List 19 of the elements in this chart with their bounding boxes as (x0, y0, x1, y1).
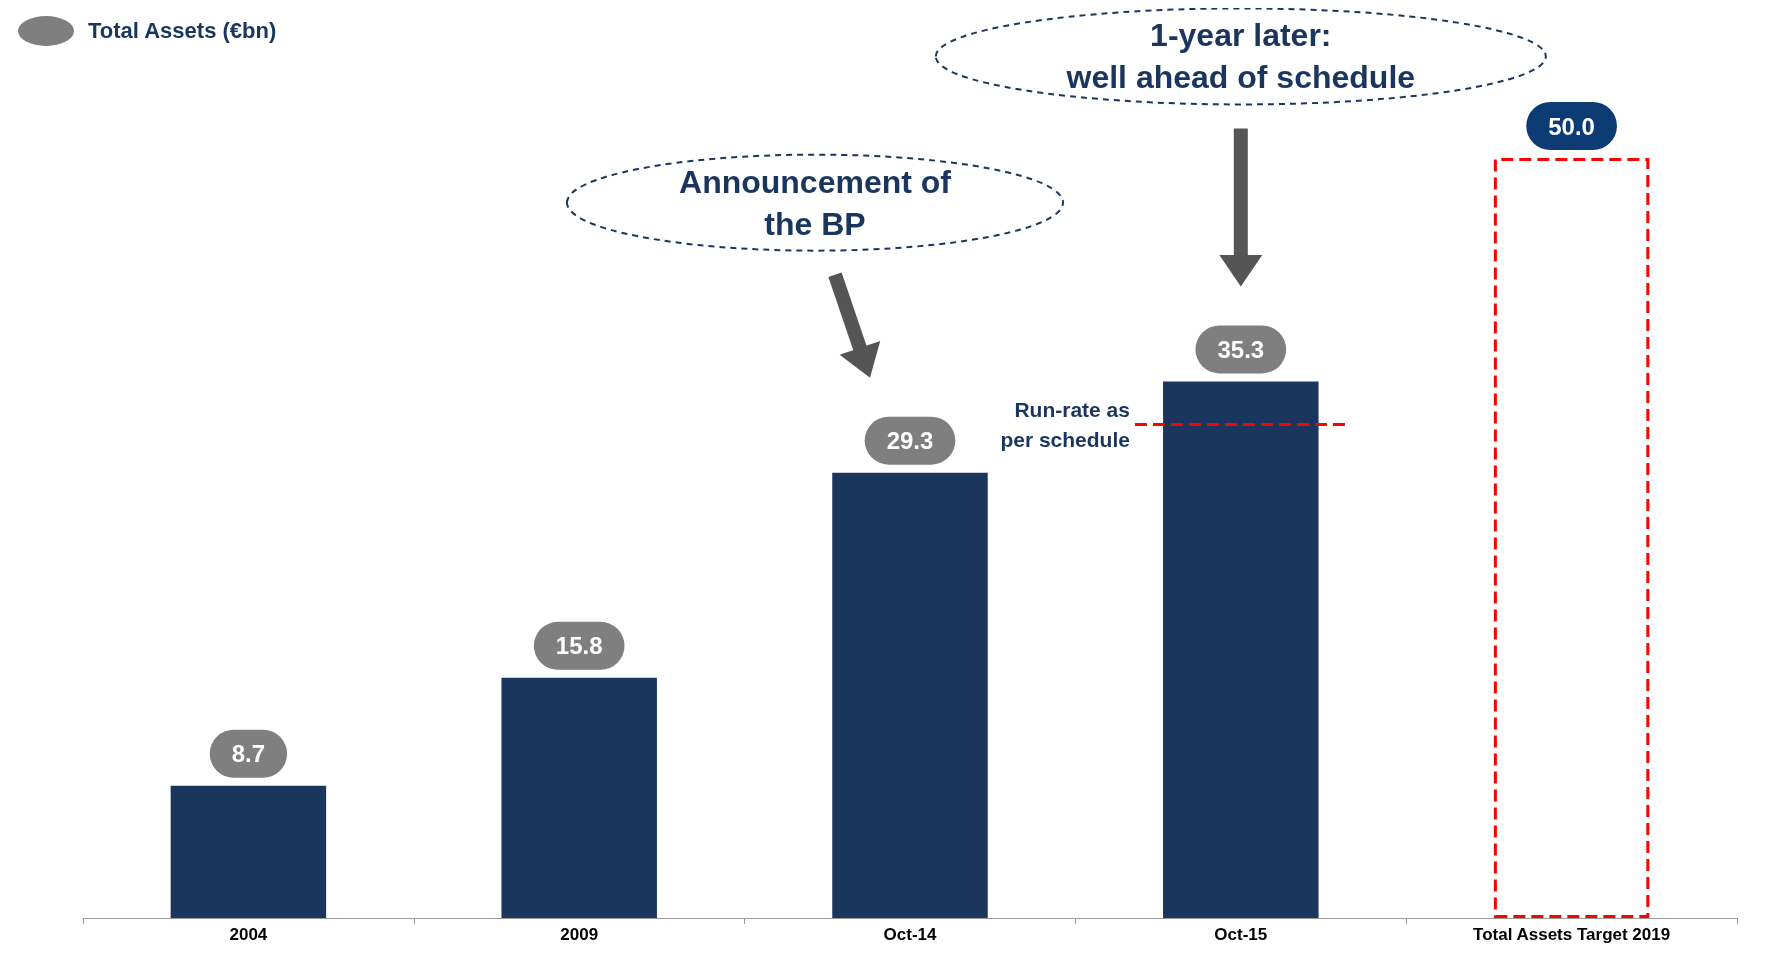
text: Total Assets (€bn) (88, 18, 277, 44)
x-tick-label: Oct-15 (1214, 925, 1268, 944)
data-label: 8.7 (231, 740, 266, 768)
bar (832, 472, 988, 918)
data-label: 29.3 (886, 427, 934, 455)
x-tick-label: Total Assets Target 2019 (1473, 925, 1671, 944)
bar (501, 677, 657, 918)
text: 1-year later: well ahead of schedule (1065, 17, 1416, 96)
x-tick-label: 2009 (560, 925, 599, 944)
data-label: 35.3 (1217, 335, 1265, 363)
bar (170, 785, 327, 918)
x-tick-label: 2004 (229, 925, 268, 944)
data-label: 15.8 (555, 632, 603, 660)
annotation: Announcement of the BP (679, 163, 952, 242)
ref-line-label: Run-rate as per schedule (1000, 397, 1130, 451)
bar (1163, 381, 1319, 918)
data-label: 50.0 (1548, 112, 1595, 140)
x-tick-label: Oct-14 (883, 925, 937, 944)
bar (1493, 158, 1650, 918)
